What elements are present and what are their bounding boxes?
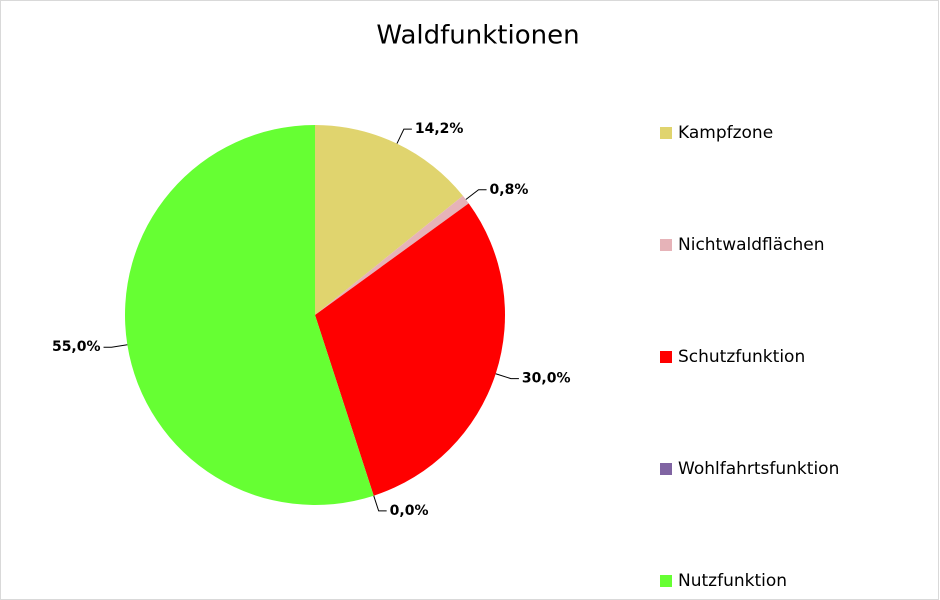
leader-line [465,189,487,200]
data-label: 0,8% [490,182,529,198]
legend-label: Nichtwaldflächen [678,235,825,255]
legend-swatch [660,351,672,363]
legend-label: Schutzfunktion [678,347,805,367]
chart-title: Waldfunktionen [376,21,579,51]
leader-line [396,128,412,144]
pie-slice [315,203,506,496]
pie-slice [315,195,469,315]
legend-label: Wohlfahrtsfunktion [678,459,839,479]
data-label: 55,0% [52,339,101,355]
leader-line [373,495,387,512]
data-label: 14,2% [415,121,464,137]
legend-swatch [660,127,672,139]
pie-slice [124,125,374,506]
data-label: 30,0% [522,371,571,387]
leader-line [495,373,519,380]
data-label: 0,0% [390,503,429,519]
leader-line [103,344,128,348]
legend-label: Nutzfunktion [678,571,787,591]
legend-swatch [660,575,672,587]
legend-swatch [660,239,672,251]
legend-swatch [660,463,672,475]
legend-label: Kampfzone [678,123,773,143]
pie-slice [315,125,463,315]
